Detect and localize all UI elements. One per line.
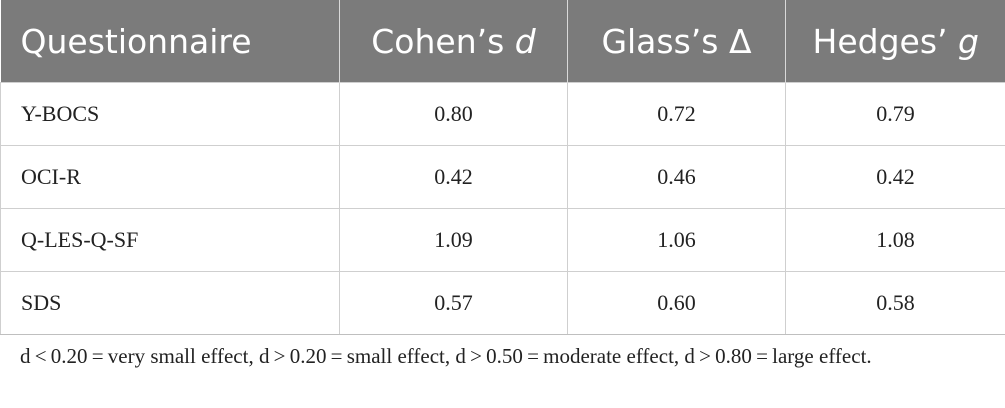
- cell-cohens-d: 1.09: [339, 208, 568, 272]
- header-cohens-symbol: d: [514, 21, 536, 61]
- table-body: Y-BOCS 0.80 0.72 0.79 OCI-R 0.42 0.46 0.…: [0, 82, 1005, 335]
- cell-hedges-g: 1.08: [785, 208, 1005, 272]
- cell-hedges-g: 0.42: [785, 145, 1005, 209]
- table-row: Y-BOCS 0.80 0.72 0.79: [0, 82, 1005, 146]
- table-header: Questionnaire Cohen’s d Glass’s Δ Hedges…: [0, 0, 1005, 83]
- header-hedges-prefix: Hedges’: [812, 21, 959, 61]
- cell-questionnaire: Y-BOCS: [0, 82, 340, 146]
- cell-glass-delta: 1.06: [567, 208, 786, 272]
- cell-questionnaire: SDS: [0, 271, 340, 335]
- header-hedges-symbol: g: [958, 21, 979, 61]
- header-cohens-prefix: Cohen’s: [371, 21, 515, 61]
- cell-questionnaire: OCI-R: [0, 145, 340, 209]
- header-glass-prefix: Glass’s: [601, 21, 729, 61]
- cell-hedges-g: 0.58: [785, 271, 1005, 335]
- cell-hedges-g: 0.79: [785, 82, 1005, 146]
- header-glass-symbol: Δ: [728, 21, 752, 61]
- header-cohens-d: Cohen’s d: [339, 0, 568, 83]
- cell-glass-delta: 0.60: [567, 271, 786, 335]
- cell-glass-delta: 0.72: [567, 82, 786, 146]
- cell-glass-delta: 0.46: [567, 145, 786, 209]
- header-glass-delta: Glass’s Δ: [567, 0, 786, 83]
- table-row: SDS 0.57 0.60 0.58: [0, 271, 1005, 335]
- header-hedges-g: Hedges’ g: [785, 0, 1005, 83]
- table-row: OCI-R 0.42 0.46 0.42: [0, 145, 1005, 209]
- cell-cohens-d: 0.42: [339, 145, 568, 209]
- table-row: Q-LES-Q-SF 1.09 1.06 1.08: [0, 208, 1005, 272]
- effect-size-table-container: Questionnaire Cohen’s d Glass’s Δ Hedges…: [0, 0, 1005, 335]
- cell-cohens-d: 0.80: [339, 82, 568, 146]
- cell-questionnaire: Q-LES-Q-SF: [0, 208, 340, 272]
- table-footnote: d < 0.20 = very small effect, d > 0.20 =…: [20, 344, 872, 368]
- header-row: Questionnaire Cohen’s d Glass’s Δ Hedges…: [0, 0, 1005, 83]
- cell-cohens-d: 0.57: [339, 271, 568, 335]
- effect-size-table: Questionnaire Cohen’s d Glass’s Δ Hedges…: [0, 0, 1005, 335]
- header-questionnaire: Questionnaire: [0, 0, 340, 83]
